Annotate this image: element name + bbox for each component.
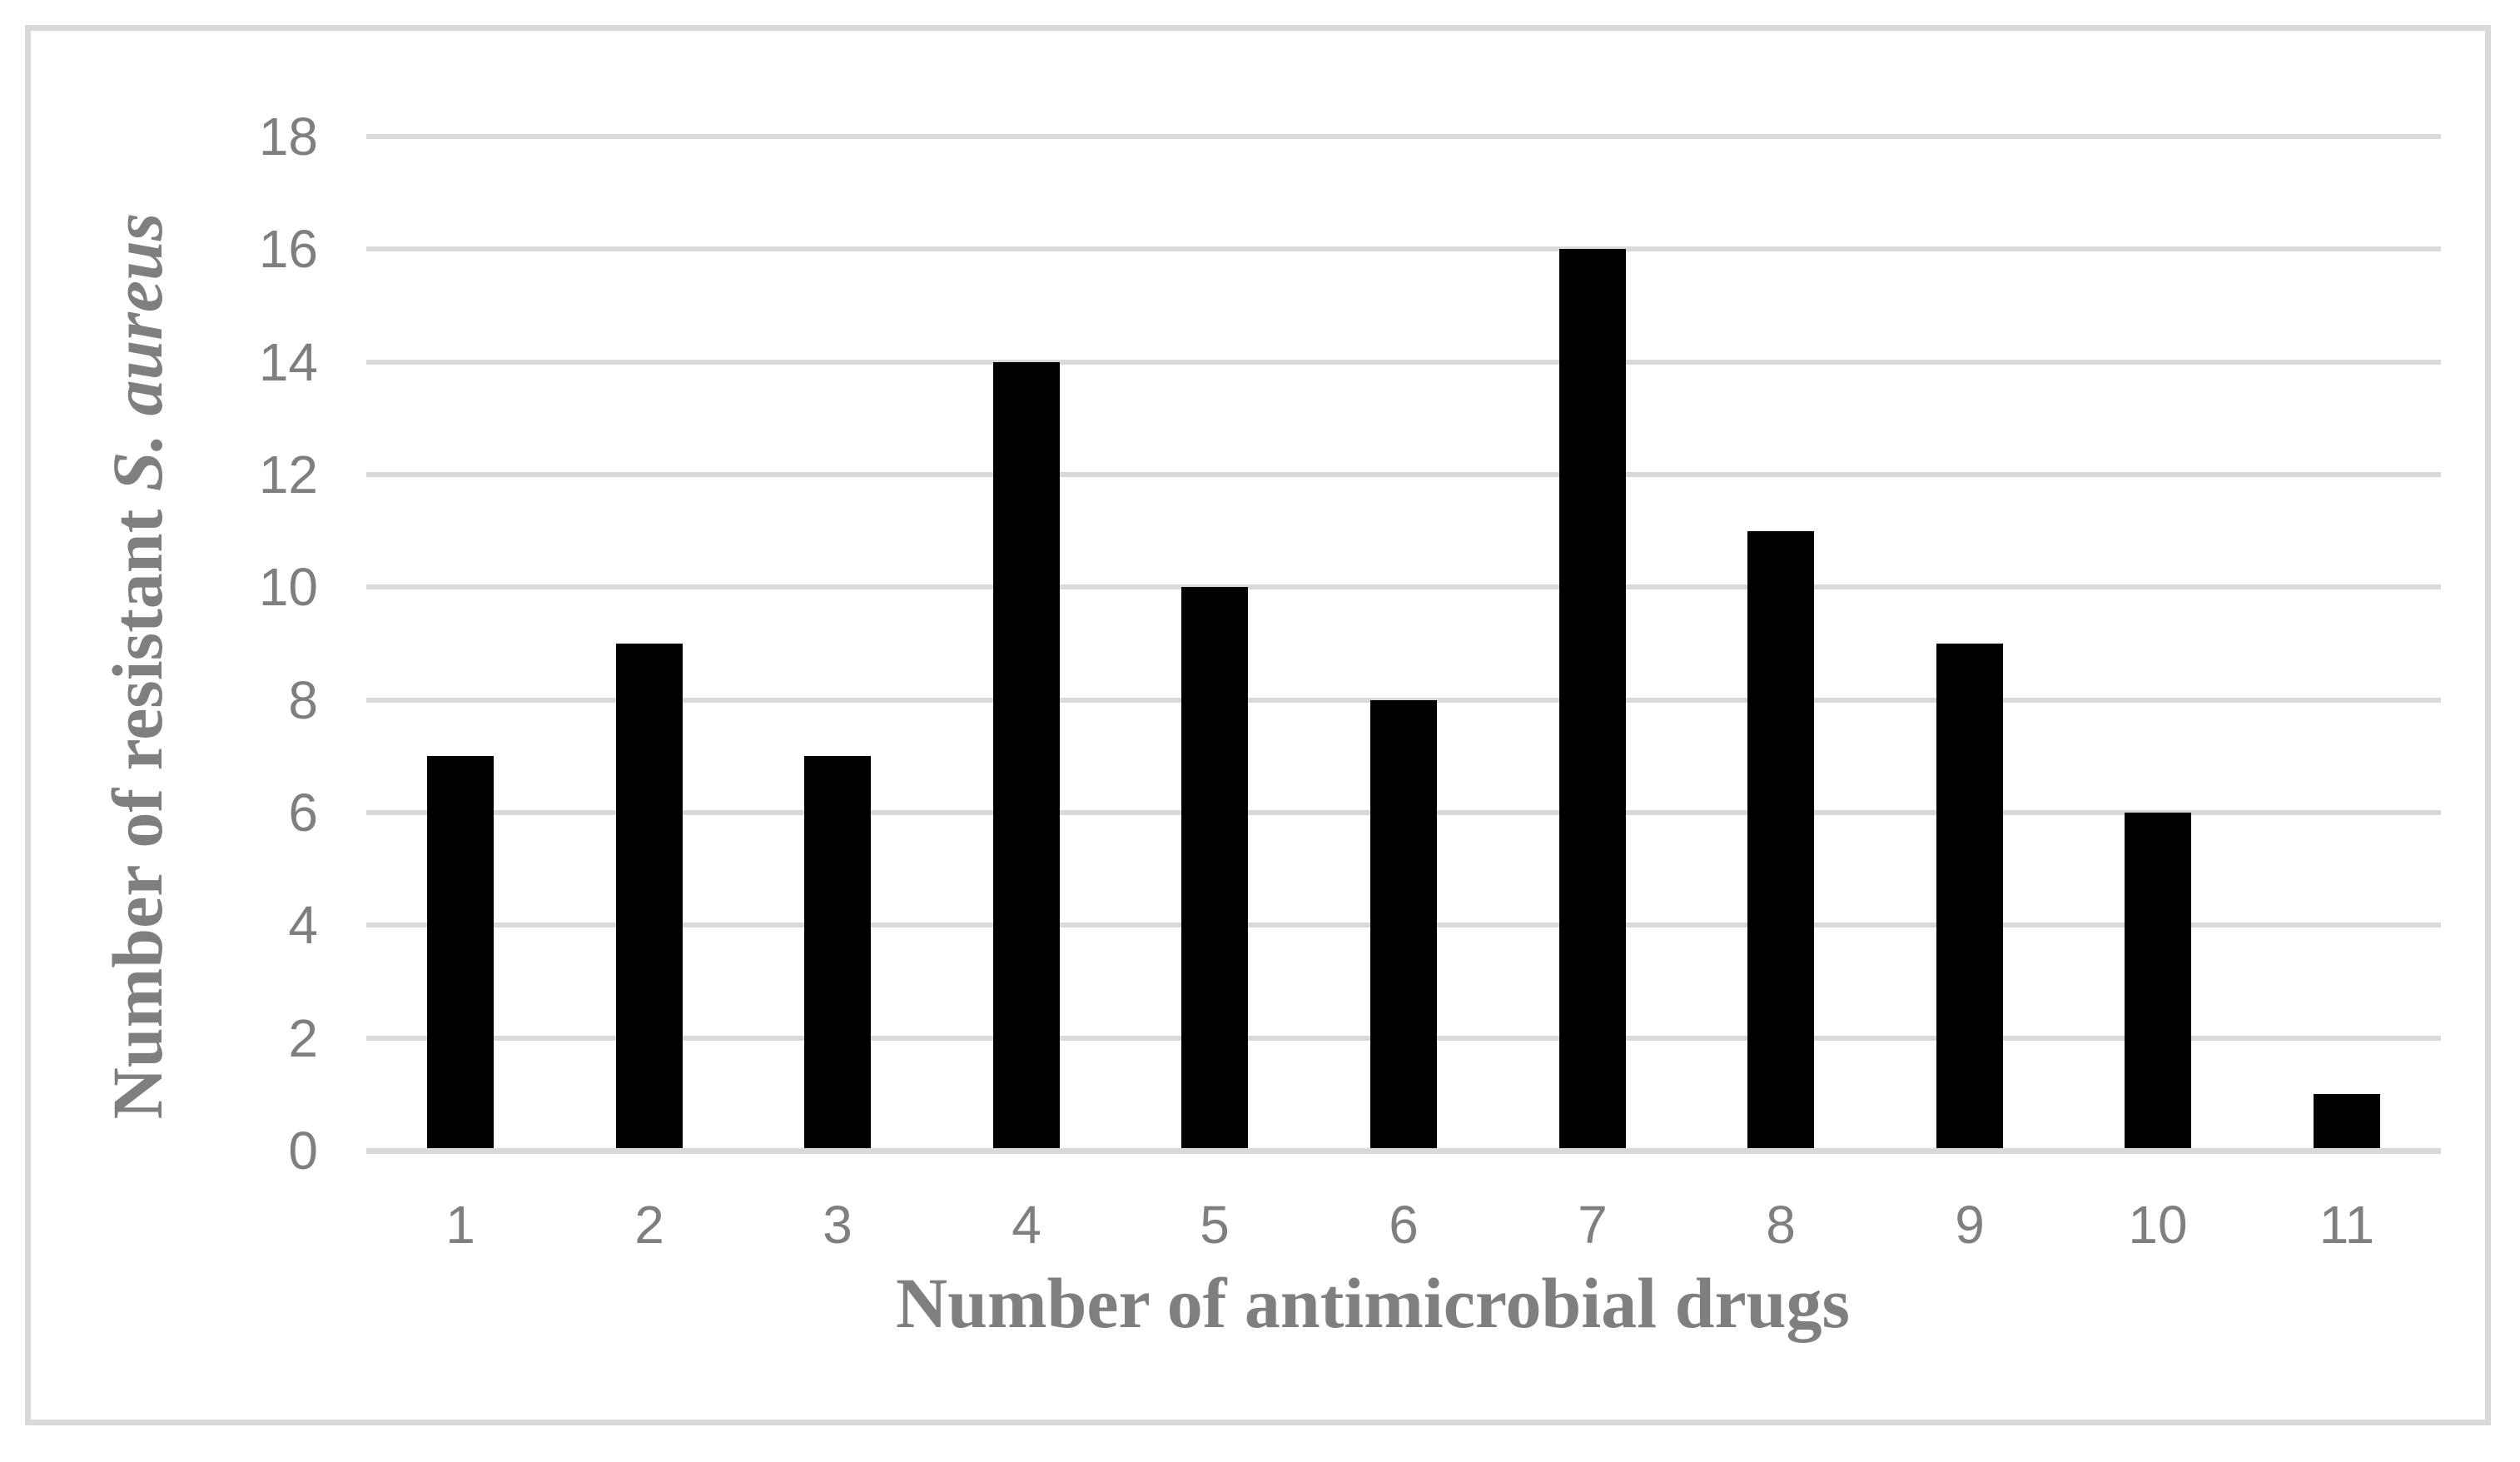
x-axis-line: [366, 1148, 2441, 1154]
bar: [1370, 700, 1437, 1148]
x-tick-label: 9: [1955, 1195, 1985, 1255]
figure-frame: 0 2 4 6 8 10 12 14 16 18 1 2 3 4 5 6 7 8 9 10 11: [25, 25, 2491, 1425]
bar: [1747, 531, 1814, 1148]
y-tick-label: 6: [288, 783, 318, 843]
gridline: [366, 246, 2441, 251]
x-axis-title: Number of antimicrobial drugs: [896, 1263, 1850, 1343]
y-tick-label: 0: [288, 1121, 318, 1181]
gridline: [366, 472, 2441, 477]
x-tick-label: 7: [1578, 1195, 1608, 1255]
x-tick-label: 2: [634, 1195, 664, 1255]
y-tick-label: 12: [258, 445, 318, 505]
gridline: [366, 584, 2441, 589]
x-tick-label: 6: [1389, 1195, 1419, 1255]
y-tick-label: 14: [258, 332, 318, 392]
bar: [2125, 813, 2191, 1148]
gridline: [366, 134, 2441, 139]
gridline: [366, 360, 2441, 365]
y-axis-title-species: S. aureus: [97, 212, 177, 492]
x-tick-label: 1: [445, 1195, 475, 1255]
y-tick-label: 4: [288, 895, 318, 955]
bar: [427, 756, 494, 1148]
x-tick-label: 3: [823, 1195, 852, 1255]
bar: [804, 756, 871, 1148]
y-axis-title: Number of resistant S. aureus: [97, 213, 177, 1120]
bar: [1181, 587, 1248, 1148]
y-tick-label: 16: [258, 219, 318, 279]
x-tick-label: 10: [2128, 1195, 2188, 1255]
bar: [616, 644, 683, 1148]
bar: [1936, 644, 2003, 1148]
bar: [2314, 1094, 2380, 1148]
bar: [1559, 249, 1626, 1148]
y-axis-title-regular: Number of resistant: [97, 491, 177, 1120]
y-tick-label: 10: [258, 557, 318, 617]
y-tick-label: 8: [288, 670, 318, 730]
x-tick-label: 4: [1011, 1195, 1041, 1255]
y-tick-label: 18: [258, 107, 318, 167]
x-tick-label: 8: [1766, 1195, 1796, 1255]
x-tick-label: 5: [1200, 1195, 1230, 1255]
y-tick-label: 2: [288, 1008, 318, 1068]
bar: [993, 362, 1060, 1148]
x-tick-label: 11: [2319, 1195, 2375, 1255]
